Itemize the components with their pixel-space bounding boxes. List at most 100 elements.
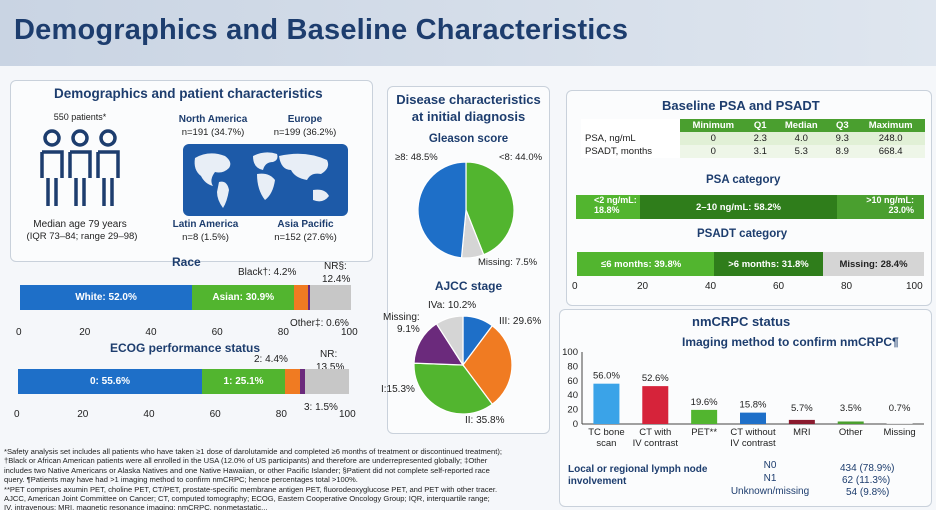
psa-table-header <box>581 119 681 132</box>
patients-count: 550 patients* <box>53 112 107 122</box>
table-cell: PSA, ng/mL <box>581 132 681 145</box>
race-nr-value: 12.4% <box>322 274 351 285</box>
psa-cat-mid: 2–10 ng/mL: 58.2% <box>640 195 837 219</box>
category-label: Other <box>839 427 863 438</box>
psa-cat-mid-label: 2–10 ng/mL: 58.2% <box>695 201 781 213</box>
axis-tick-label: 20 <box>77 409 89 420</box>
race-nr-label: NR§: <box>324 261 347 272</box>
category-label: TC bone <box>588 427 624 438</box>
gleason-title: Gleason score <box>428 133 509 145</box>
page-title: Demographics and Baseline Characteristic… <box>14 14 629 46</box>
bar-value-label: 0.7% <box>889 403 911 414</box>
imaging-bar <box>691 409 718 424</box>
psa-table-header: Minimum <box>680 119 747 132</box>
axis-tick-label: 60 <box>773 281 785 292</box>
bar-segment-white: White: 52.0% <box>20 285 193 310</box>
node-n0-value: 434 (78.9%) <box>840 463 895 474</box>
table-cell: 3.1 <box>746 145 775 158</box>
node-n0-label: N0 <box>763 460 777 471</box>
psadt-cat-missing: Missing: 28.4% <box>823 252 924 276</box>
axis-tick-label: 80 <box>277 327 289 338</box>
ajcc-missing-label: Missing: <box>383 312 420 323</box>
ajcc-iii-label: III: 29.6% <box>499 316 542 327</box>
bar-value-label: 5.7% <box>791 403 813 414</box>
node-n1-value: 62 (11.3%) <box>842 475 891 486</box>
footnote-line: *Safety analysis set includes all patien… <box>4 447 502 456</box>
psadt-cat-missing-label: Missing: 28.4% <box>839 258 908 270</box>
bar-segment-2 <box>285 369 300 394</box>
imaging-bar <box>740 412 766 424</box>
psa-cat-gt10-label: >10 ng/mL: <box>866 195 914 205</box>
axis-tick-label: 80 <box>275 409 287 420</box>
axis-tick-label: 20 <box>79 327 91 338</box>
imaging-bar <box>788 419 815 424</box>
ecog-title: ECOG performance status <box>110 341 261 355</box>
bar-segment-black <box>294 285 309 310</box>
node-title-line2: involvement <box>568 476 627 487</box>
bar-segment-1: 1: 25.1% <box>202 369 286 394</box>
ajcc-i-label: I:15.3% <box>381 384 415 395</box>
bar-segment-label: White: 52.0% <box>75 292 137 303</box>
pie-slice-iii <box>462 324 512 406</box>
category-label: IV contrast <box>730 438 776 449</box>
axis-tick-label: 60 <box>209 409 221 420</box>
y-tick-label: 100 <box>562 347 578 358</box>
category-label: CT without <box>730 427 776 438</box>
bar-value-label: 52.6% <box>642 373 669 384</box>
region-ap-n: n=152 (27.6%) <box>274 232 337 243</box>
nmcrpc-subtitle: Imaging method to confirm nmCRPC¶ <box>682 335 899 349</box>
gleason-pie-chart <box>418 162 514 258</box>
psadt-cat-le6: ≤6 months: 39.8% <box>577 252 714 276</box>
y-tick-label: 40 <box>567 390 578 401</box>
table-cell: 4.0 <box>774 132 829 145</box>
bar-segment-0: 0: 55.6% <box>18 369 203 394</box>
psa-cat-gt10: >10 ng/mL: 23.0% <box>837 195 924 219</box>
gleason-missing-label: Missing: 7.5% <box>478 257 538 268</box>
table-cell: 9.3 <box>828 132 857 145</box>
ajcc-pie-chart <box>414 316 512 414</box>
region-na-name: North America <box>178 114 248 125</box>
table-cell: 5.3 <box>774 145 829 158</box>
table-cell: PSADT, months <box>581 145 681 158</box>
table-cell: 2.3 <box>746 132 775 145</box>
imaging-bar <box>837 421 864 424</box>
category-label: CT with <box>639 427 671 438</box>
gleason-ge8-label: ≥8: 48.5% <box>395 152 438 163</box>
psa-table-header: Q3 <box>828 119 857 132</box>
people-icon <box>40 129 120 206</box>
y-tick-label: 0 <box>573 419 578 430</box>
pie-slice-missing <box>435 316 464 368</box>
race-black-label: Black†: 4.2% <box>238 267 297 278</box>
category-label: PET** <box>691 427 717 438</box>
category-label: scan <box>596 438 616 449</box>
node-n1-label: N1 <box>763 473 777 484</box>
race-other-label: Other‡: 0.6% <box>290 318 349 329</box>
table-cell: 668.4 <box>856 145 925 158</box>
psa-title: Baseline PSA and PSADT <box>662 98 820 113</box>
bar-value-label: 15.8% <box>740 400 767 411</box>
title-banner: Demographics and Baseline Characteristic… <box>0 0 936 66</box>
bar-segment-3 <box>299 369 305 394</box>
ajcc-missing-value: 9.1% <box>397 324 420 335</box>
psa-table-header: Median <box>774 119 829 132</box>
axis-tick-label: 40 <box>145 327 157 338</box>
category-label: Missing <box>883 427 915 438</box>
slide-canvas: Demographics and patient characteristics… <box>0 66 936 510</box>
region-ap-name: Asia Pacific <box>277 219 334 230</box>
psadt-cat-gt6: >6 months: 31.8% <box>714 252 823 276</box>
pie-slice-lt8 <box>465 162 514 256</box>
psa-table: Minimum Q1 Median Q3 Maximum PSA, ng/mL 0 2.3 4… <box>581 119 925 158</box>
median-age: Median age 79 years <box>33 219 127 230</box>
y-tick-label: 80 <box>567 361 578 372</box>
ecog-nr-value: 13.5% <box>316 362 345 373</box>
race-title: Race <box>172 255 201 269</box>
axis-tick-label: 0 <box>14 409 20 420</box>
region-la-name: Latin America <box>172 219 239 230</box>
ecog-nr-label: NR: <box>320 349 338 360</box>
ajcc-title: AJCC stage <box>434 279 503 293</box>
table-cell: 8.9 <box>828 145 857 158</box>
ecog-3-label: 3: 1.5% <box>304 402 338 413</box>
race-stacked-bar: White: 52.0% Asian: 30.9% <box>20 285 352 310</box>
psa-table-header: Q1 <box>746 119 775 132</box>
